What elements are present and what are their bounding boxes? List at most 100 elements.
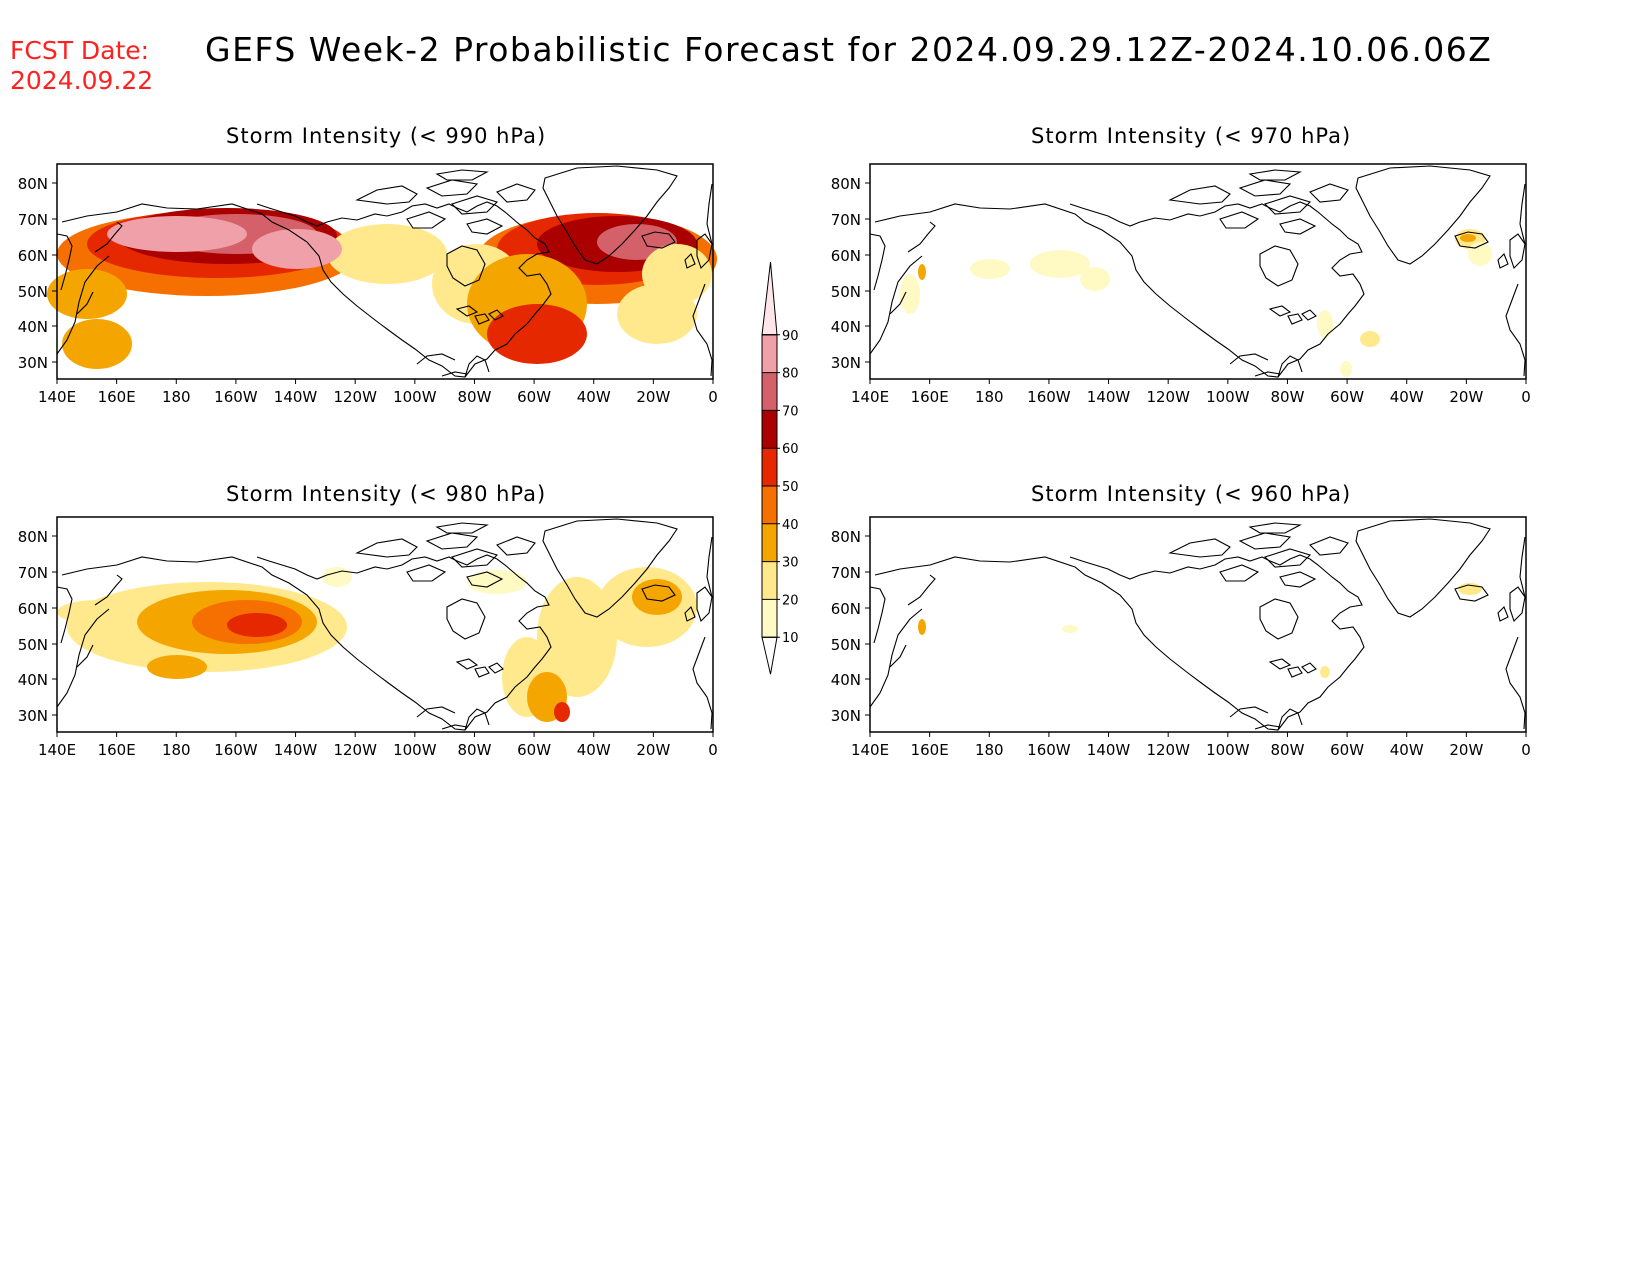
lon-tick-label: 140W [274, 741, 318, 759]
lon-tick-label: 160W [1027, 388, 1071, 406]
lon-tick-label: 120W [333, 741, 377, 759]
lon-tick-label: 180 [975, 388, 1004, 406]
lon-tick-label: 100W [393, 741, 437, 759]
lat-tick-label: 30N [18, 354, 48, 372]
lon-tick-label: 160W [1027, 741, 1071, 759]
colorbar-label: 80 [782, 367, 799, 382]
colorbar-swatch [762, 486, 777, 524]
lat-tick-label: 80N [18, 175, 48, 193]
lon-tick-label: 180 [162, 388, 191, 406]
lat-tick-label: 70N [18, 211, 48, 229]
panel-title-970: Storm Intensity (< 970 hPa) [1031, 124, 1352, 148]
lon-tick-label: 120W [1146, 388, 1190, 406]
panel-title-980: Storm Intensity (< 980 hPa) [226, 482, 547, 506]
fcst-date-caption: FCST Date: [10, 36, 150, 65]
lat-tick-label: 50N [831, 283, 861, 301]
colorbar-label: 20 [782, 593, 799, 608]
panel-990-map [47, 163, 717, 380]
lon-tick-label: 40W [577, 388, 611, 406]
lat-tick-label: 60N [831, 600, 861, 618]
colorbar-label: 10 [782, 631, 799, 646]
panel-980-map [56, 516, 714, 733]
lon-tick-label: 0 [708, 741, 718, 759]
lon-tick-label: 140E [38, 741, 76, 759]
panel-title-990: Storm Intensity (< 990 hPa) [226, 124, 547, 148]
lon-tick-label: 140E [851, 388, 889, 406]
lat-tick-label: 80N [831, 528, 861, 546]
lon-tick-label: 40W [1390, 741, 1424, 759]
lon-tick-label: 180 [162, 741, 191, 759]
lat-tick-label: 70N [831, 211, 861, 229]
lon-tick-label: 60W [517, 741, 551, 759]
lon-tick-label: 140E [851, 741, 889, 759]
page-title: GEFS Week-2 Probabilistic Forecast for 2… [205, 30, 1493, 69]
lon-tick-label: 140E [38, 388, 76, 406]
lat-tick-label: 30N [831, 707, 861, 725]
lat-tick-label: 50N [18, 283, 48, 301]
lon-tick-label: 100W [1206, 741, 1250, 759]
lon-tick-label: 60W [1330, 388, 1364, 406]
colorbar-label: 60 [782, 442, 799, 457]
lon-tick-label: 120W [333, 388, 377, 406]
lon-tick-label: 120W [1146, 741, 1190, 759]
lon-tick-label: 20W [636, 388, 670, 406]
lon-tick-label: 140W [1087, 388, 1131, 406]
lon-tick-label: 100W [1206, 388, 1250, 406]
lon-tick-label: 60W [517, 388, 551, 406]
lon-tick-label: 0 [1521, 741, 1531, 759]
lat-tick-label: 40N [831, 318, 861, 336]
lon-tick-label: 160E [911, 741, 949, 759]
panel-970-map [869, 163, 1527, 380]
lon-tick-label: 80W [1270, 741, 1304, 759]
colorbar: 10 20 30 40 50 60 70 80 90 [761, 261, 799, 675]
lon-tick-label: 160E [911, 388, 949, 406]
forecast-date-label: FCST Date: 2024.09.22 [10, 36, 153, 96]
lon-tick-label: 0 [1521, 388, 1531, 406]
lat-tick-label: 60N [831, 247, 861, 265]
colorbar-swatch [762, 410, 777, 449]
lon-tick-label: 80W [1270, 388, 1304, 406]
lat-tick-label: 70N [18, 564, 48, 582]
lon-tick-label: 160W [214, 388, 258, 406]
colorbar-swatch [762, 599, 777, 638]
lat-tick-label: 60N [18, 247, 48, 265]
colorbar-label: 30 [782, 556, 799, 571]
lat-tick-label: 30N [18, 707, 48, 725]
lon-tick-label: 140W [274, 388, 318, 406]
colorbar-label: 90 [782, 329, 799, 344]
lon-tick-label: 100W [393, 388, 437, 406]
map-panels [47, 163, 1527, 733]
colorbar-swatch [762, 448, 777, 486]
lat-tick-label: 60N [18, 600, 48, 618]
lon-tick-label: 40W [577, 741, 611, 759]
lon-tick-label: 60W [1330, 741, 1364, 759]
colorbar-swatch [762, 334, 777, 373]
colorbar-swatch [762, 523, 777, 562]
colorbar-label: 70 [782, 404, 799, 419]
lon-tick-label: 80W [457, 388, 491, 406]
axis-labels: 140E 160E 180 160W 140W 120W 100W 80W 60W 40W 20W 0… [18, 175, 1531, 759]
lon-tick-label: 40W [1390, 388, 1424, 406]
lat-tick-label: 40N [18, 671, 48, 689]
lon-tick-label: 0 [708, 388, 718, 406]
lon-tick-label: 160W [214, 741, 258, 759]
colorbar-swatch [762, 372, 777, 411]
lat-tick-label: 40N [831, 671, 861, 689]
panel-960-map [869, 516, 1527, 733]
lat-tick-label: 70N [831, 564, 861, 582]
lon-tick-label: 20W [1449, 741, 1483, 759]
fcst-date-value: 2024.09.22 [10, 66, 154, 95]
lat-tick-label: 50N [18, 636, 48, 654]
lat-tick-label: 30N [831, 354, 861, 372]
lat-tick-label: 50N [831, 636, 861, 654]
lat-tick-label: 80N [18, 528, 48, 546]
lon-tick-label: 20W [1449, 388, 1483, 406]
colorbar-label: 40 [782, 518, 799, 533]
lat-tick-label: 80N [831, 175, 861, 193]
lon-tick-label: 80W [457, 741, 491, 759]
colorbar-swatch [762, 561, 777, 600]
lon-tick-label: 160E [98, 388, 136, 406]
lon-tick-label: 140W [1087, 741, 1131, 759]
lon-tick-label: 20W [636, 741, 670, 759]
